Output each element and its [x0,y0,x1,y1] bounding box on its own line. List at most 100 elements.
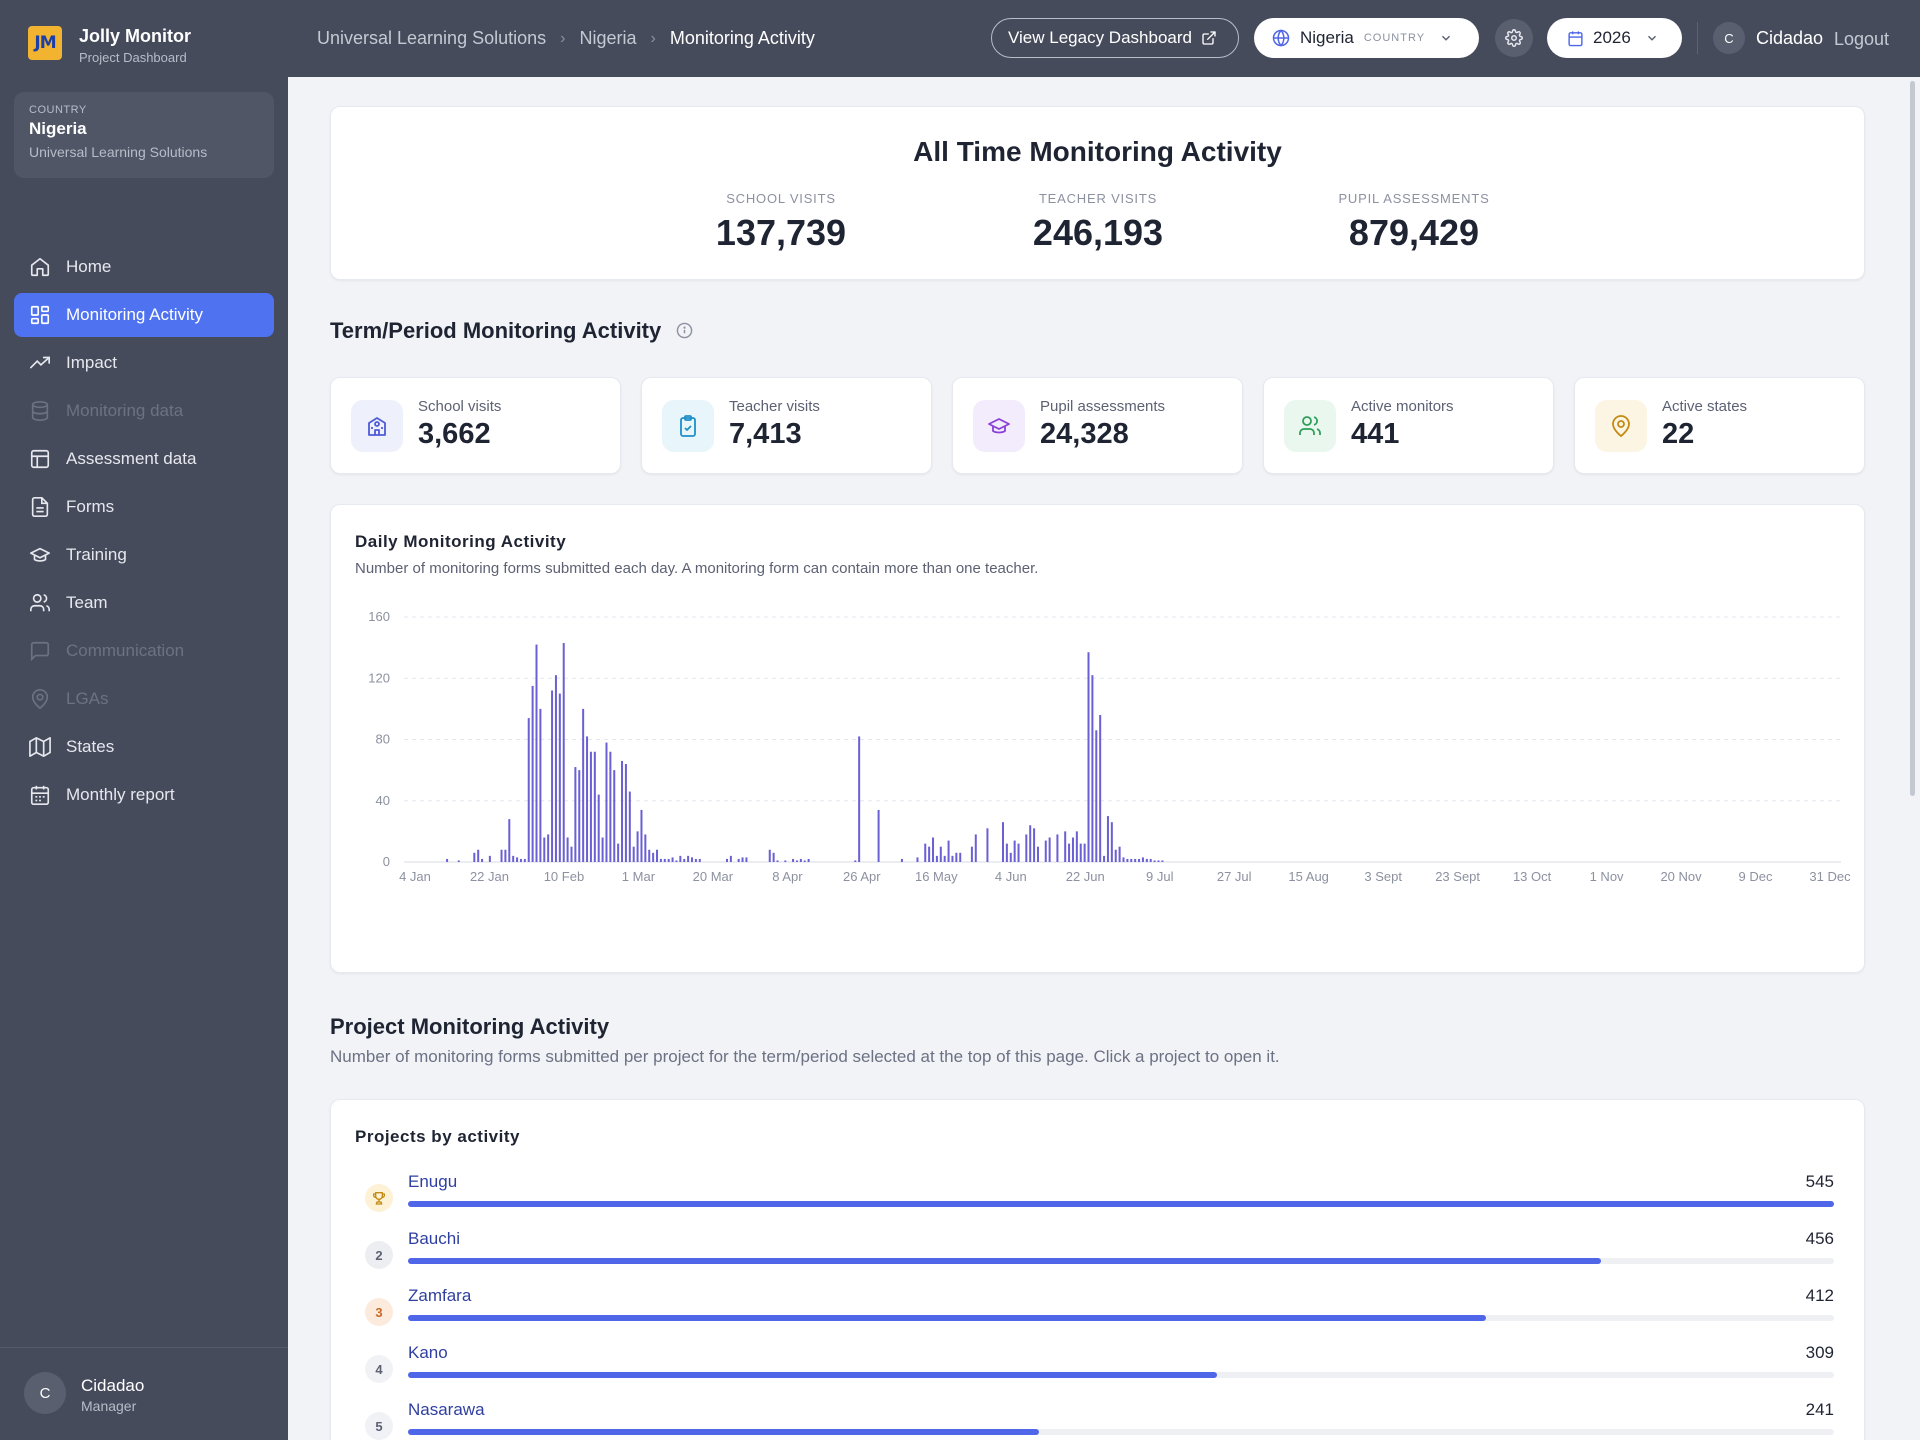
country-card[interactable]: COUNTRY Nigeria Universal Learning Solut… [14,92,274,178]
chart-bar [504,849,507,862]
chart-bar [1126,858,1129,862]
chart-bar [729,855,732,862]
sidebar-item-lgas: LGAs [14,677,274,721]
map-pin-icon [31,689,49,710]
project-row[interactable]: 4 Kano 309 [331,1343,1866,1400]
chart-bar [1091,675,1094,862]
logout-button[interactable]: Logout [1834,29,1890,49]
project-row[interactable]: 2 Bauchi 456 [331,1229,1866,1286]
chart-bar [1071,837,1074,862]
chart-bar [652,852,655,862]
chart-bar [1033,828,1036,862]
chart-bar [613,770,616,862]
chart-bar [508,819,511,862]
app-logo[interactable]: JM [28,26,62,60]
chart-bar [1114,849,1117,862]
kpi-value: 3,662 [418,418,491,450]
view-legacy-dashboard-button[interactable]: View Legacy Dashboard [991,18,1239,58]
sidebar-item-team[interactable]: Team [14,581,274,625]
sidebar-item-monitoring-activity[interactable]: Monitoring Activity [14,293,274,337]
chart-bar [1013,840,1016,862]
sidebar-item-forms[interactable]: Forms [14,485,274,529]
document-icon [31,497,49,517]
project-name[interactable]: Nasarawa [408,1400,485,1419]
sidebar-user-footer[interactable]: C Cidadao Manager [0,1347,288,1440]
chart-bar [663,858,666,862]
gear-icon [1505,29,1523,47]
year-select[interactable]: 2026 [1547,18,1682,58]
chart-bar [551,690,554,862]
kpi-label: Pupil assessments [1040,398,1166,415]
project-name[interactable]: Bauchi [408,1229,460,1248]
home-icon [30,257,50,277]
chart-subtitle: Number of monitoring forms submitted eac… [355,560,1039,577]
chart-bar [597,794,600,862]
main-scrollbar[interactable] [1907,77,1920,1440]
chart-bar [877,809,880,862]
chart-bar [578,770,581,862]
project-name[interactable]: Zamfara [408,1286,472,1305]
x-tick-label: 15 Aug [1288,869,1329,884]
sidebar-item-training[interactable]: Training [14,533,274,577]
project-name[interactable]: Enugu [408,1172,458,1191]
stat-teacher-visits: TEACHER VISITS 246,193 [988,191,1208,254]
sidebar-item-impact[interactable]: Impact [14,341,274,385]
sidebar-item-states[interactable]: States [14,725,274,769]
chart-bar [516,857,519,862]
chart-bar [741,857,744,862]
settings-button[interactable] [1495,19,1533,57]
sidebar-user-role: Manager [81,1398,137,1414]
x-tick-label: 23 Sept [1435,869,1480,884]
x-tick-label: 20 Nov [1660,869,1702,884]
country-select[interactable]: Nigeria COUNTRY [1254,18,1479,58]
chart-bar [488,855,491,862]
project-row[interactable]: 5 Nasarawa 241 [331,1400,1866,1440]
kpi-label: Teacher visits [729,398,820,415]
chart-bar [1001,822,1004,862]
chart-bar [543,837,546,862]
chart-bar [745,857,748,862]
chart-bar [601,837,604,862]
sidebar-item-assessment-data[interactable]: Assessment data [14,437,274,481]
x-tick-label: 4 Jun [995,869,1027,884]
scrollbar-thumb[interactable] [1910,81,1915,796]
stat-pupil-assessments: PUPIL ASSESSMENTS 879,429 [1304,191,1524,254]
chart-bar [1064,831,1067,862]
school-icon [351,400,403,452]
kpi-teacher-visits: Teacher visits 7,413 [641,377,932,474]
sidebar-item-monthly-report[interactable]: Monthly report [14,773,274,817]
kpi-value: 7,413 [729,418,802,450]
chart-bar [799,858,802,862]
stat-label: PUPIL ASSESSMENTS [1338,191,1490,206]
chart-bar [1056,834,1059,862]
breadcrumb-item-country[interactable]: Nigeria [579,28,637,48]
chart-bar [854,860,857,862]
all-time-card: All Time Monitoring Activity SCHOOL VISI… [330,106,1865,280]
projects-by-activity-card: Projects by activity Enugu 545 2 Bauchi … [330,1099,1865,1440]
sidebar-item-label: Impact [66,353,118,372]
chart-bar [457,860,460,862]
app-name: Jolly Monitor [79,26,191,46]
user-name[interactable]: Cidadao [1756,28,1824,48]
chart-bar [974,834,977,862]
sidebar-item-home[interactable]: Home [14,245,274,289]
chevron-right-icon: › [650,29,656,47]
sidebar-item-label: Forms [66,497,115,516]
project-row[interactable]: Enugu 545 [331,1172,1866,1229]
chart-bar [768,849,771,862]
chart-bar [947,840,950,862]
breadcrumb-item-org[interactable]: Universal Learning Solutions [317,28,547,48]
chart-bar [531,685,534,862]
chart-bar [924,843,927,862]
info-icon[interactable] [676,322,693,339]
project-row[interactable]: 3 Zamfara 412 [331,1286,1866,1343]
users-icon [1284,400,1336,452]
chart-bar [1157,860,1160,862]
project-bar-fill [408,1372,1217,1378]
chart-bar [959,852,962,862]
project-name[interactable]: Kano [408,1343,448,1362]
avatar[interactable]: C [1713,22,1745,54]
rank-badge: 4 [365,1355,393,1383]
chart-bar [570,846,573,862]
chart-bar [1153,860,1156,862]
